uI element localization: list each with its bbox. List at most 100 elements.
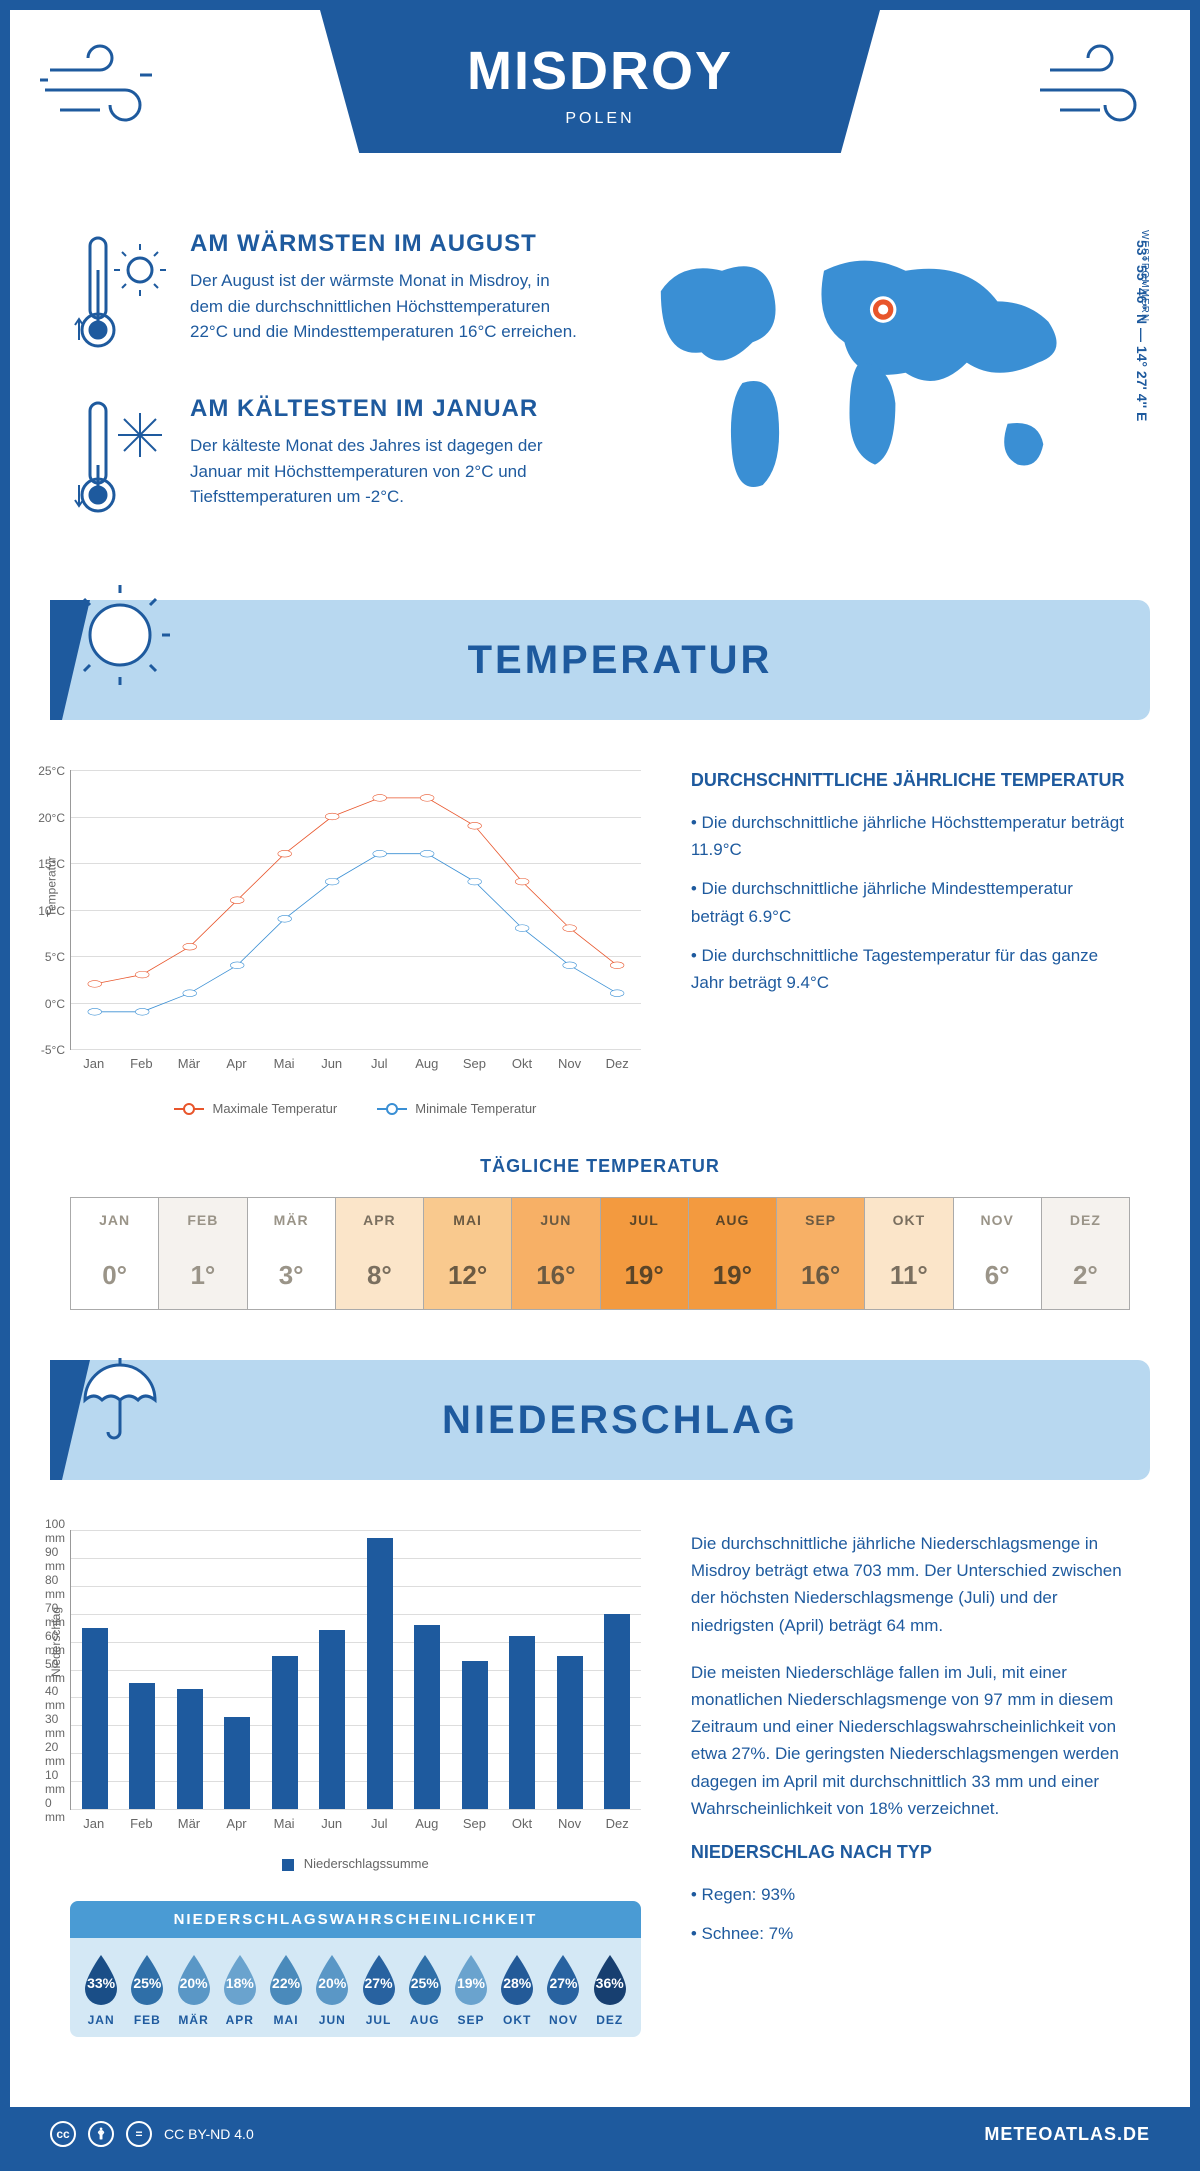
coords-label: 53° 55' 46'' N — 14° 27' 4'' E xyxy=(1134,240,1150,421)
x-tick-label: Feb xyxy=(118,1050,166,1071)
temp-table-cell: JUN16° xyxy=(512,1198,600,1309)
y-tick-label: 40 mm xyxy=(45,1684,71,1712)
x-tick-label: Okt xyxy=(498,1810,546,1831)
precip-bar xyxy=(462,1661,488,1809)
temp-table-cell: APR8° xyxy=(336,1198,424,1309)
coldest-title: AM KÄLTESTEN IM JANUAR xyxy=(190,395,580,423)
probability-cell: 18%APR xyxy=(217,1953,263,2027)
precip-bar xyxy=(319,1630,345,1809)
x-tick-label: Mai xyxy=(260,1810,308,1831)
page-title: MISDROY xyxy=(340,40,860,102)
precip-bar xyxy=(82,1628,108,1809)
page-subtitle: POLEN xyxy=(340,110,860,128)
x-tick-label: Jan xyxy=(70,1050,118,1071)
precip-chart-row: 0 mm10 mm20 mm30 mm40 mm50 mm60 mm70 mm8… xyxy=(10,1480,1190,2067)
precip-paragraph: Die meisten Niederschläge fallen im Juli… xyxy=(691,1659,1130,1822)
wind-icon-right xyxy=(1020,40,1160,140)
probability-cell: 25%FEB xyxy=(124,1953,170,2027)
probability-cell: 20%JUN xyxy=(309,1953,355,2027)
thermometer-hot-icon xyxy=(70,230,170,360)
temp-section-title: TEMPERATUR xyxy=(90,638,1150,683)
temp-table-cell: OKT11° xyxy=(865,1198,953,1309)
temp-bullet: • Die durchschnittliche jährliche Mindes… xyxy=(691,875,1130,929)
y-axis-title: Niederschlag xyxy=(49,1606,63,1676)
precip-bytype-item: • Schnee: 7% xyxy=(691,1920,1130,1947)
x-tick-label: Mär xyxy=(165,1810,213,1831)
x-tick-label: Sep xyxy=(451,1810,499,1831)
temp-table-cell: JAN0° xyxy=(71,1198,159,1309)
wind-icon-left xyxy=(40,40,180,140)
coldest-block: AM KÄLTESTEN IM JANUAR Der kälteste Mona… xyxy=(70,395,580,525)
x-tick-label: Mai xyxy=(260,1050,308,1071)
temp-section-banner: TEMPERATUR xyxy=(50,600,1150,720)
x-tick-label: Dez xyxy=(593,1810,641,1831)
y-tick-label: 30 mm xyxy=(45,1712,71,1740)
precip-bar xyxy=(224,1717,250,1809)
y-tick-label: 100 mm xyxy=(45,1517,71,1545)
x-tick-label: Dez xyxy=(593,1050,641,1071)
header: MISDROY POLEN xyxy=(10,10,1190,210)
precip-sidebar: Die durchschnittliche jährliche Niedersc… xyxy=(691,1530,1130,2037)
temp-table-cell: NOV6° xyxy=(954,1198,1042,1309)
probability-cell: 36%DEZ xyxy=(587,1953,633,2027)
probability-cell: 27%NOV xyxy=(540,1953,586,2027)
x-tick-label: Jan xyxy=(70,1810,118,1831)
temp-bullet: • Die durchschnittliche Tagestemperatur … xyxy=(691,942,1130,996)
x-tick-label: Nov xyxy=(546,1810,594,1831)
probability-cell: 33%JAN xyxy=(78,1953,124,2027)
temp-table-cell: DEZ2° xyxy=(1042,1198,1129,1309)
site-label: METEOATLAS.DE xyxy=(984,2124,1150,2145)
cc-icon: cc xyxy=(50,2121,76,2147)
temp-chart-row: -5°C0°C5°C10°C15°C20°C25°CTemperatur Jan… xyxy=(10,720,1190,1146)
temp-table-cell: SEP16° xyxy=(777,1198,865,1309)
x-tick-label: Jun xyxy=(308,1050,356,1071)
by-icon: 🛉 xyxy=(88,2121,114,2147)
temp-sidebar-title: DURCHSCHNITTLICHE JÄHRLICHE TEMPERATUR xyxy=(691,770,1130,791)
y-axis-title: Temperatur xyxy=(44,856,58,917)
y-tick-label: 0 mm xyxy=(45,1796,71,1824)
probability-section: NIEDERSCHLAGSWAHRSCHEINLICHKEIT 33%JAN25… xyxy=(70,1901,641,2037)
legend-item: Maximale Temperatur xyxy=(174,1101,337,1116)
precip-legend-label: Niederschlagssumme xyxy=(304,1856,429,1871)
y-tick-label: 90 mm xyxy=(45,1545,71,1573)
probability-title: NIEDERSCHLAGSWAHRSCHEINLICHKEIT xyxy=(70,1901,641,1938)
probability-cell: 19%SEP xyxy=(448,1953,494,2027)
x-tick-label: Apr xyxy=(213,1810,261,1831)
coldest-text: Der kälteste Monat des Jahres ist dagege… xyxy=(190,433,580,510)
probability-cell: 28%OKT xyxy=(494,1953,540,2027)
precip-bar xyxy=(557,1656,583,1809)
precip-bar xyxy=(129,1683,155,1809)
y-tick-label: 20°C xyxy=(38,811,71,825)
warmest-block: AM WÄRMSTEN IM AUGUST Der August ist der… xyxy=(70,230,580,360)
x-tick-label: Apr xyxy=(213,1050,261,1071)
precip-bar-chart: 0 mm10 mm20 mm30 mm40 mm50 mm60 mm70 mm8… xyxy=(70,1530,641,1871)
temp-line-chart: -5°C0°C5°C10°C15°C20°C25°CTemperatur Jan… xyxy=(70,770,641,1116)
page: MISDROY POLEN xyxy=(0,0,1200,2171)
x-tick-label: Feb xyxy=(118,1810,166,1831)
x-tick-label: Jul xyxy=(355,1810,403,1831)
precip-bar xyxy=(604,1614,630,1809)
precip-bytype-title: NIEDERSCHLAG NACH TYP xyxy=(691,1842,1130,1863)
x-tick-label: Mär xyxy=(165,1050,213,1071)
precip-bar xyxy=(272,1656,298,1809)
header-banner: MISDROY POLEN xyxy=(320,10,880,153)
x-tick-label: Jun xyxy=(308,1810,356,1831)
precip-bar xyxy=(509,1636,535,1809)
sun-icon xyxy=(70,585,170,685)
daily-temp-title: TÄGLICHE TEMPERATUR xyxy=(70,1156,1130,1177)
temp-table-cell: MÄR3° xyxy=(248,1198,336,1309)
precip-section-banner: NIEDERSCHLAG xyxy=(50,1360,1150,1480)
precip-bar xyxy=(367,1538,393,1809)
probability-cell: 25%AUG xyxy=(402,1953,448,2027)
temp-table-cell: MAI12° xyxy=(424,1198,512,1309)
x-tick-label: Sep xyxy=(451,1050,499,1071)
precip-bar xyxy=(414,1625,440,1809)
precip-section-title: NIEDERSCHLAG xyxy=(90,1398,1150,1443)
info-row: AM WÄRMSTEN IM AUGUST Der August ist der… xyxy=(10,210,1190,600)
footer: cc 🛉 = CC BY-ND 4.0 METEOATLAS.DE xyxy=(10,2107,1190,2161)
precip-paragraph: Die durchschnittliche jährliche Niedersc… xyxy=(691,1530,1130,1639)
temp-table-cell: FEB1° xyxy=(159,1198,247,1309)
y-tick-label: 25°C xyxy=(38,764,71,778)
probability-cell: 27%JUL xyxy=(355,1953,401,2027)
x-tick-label: Aug xyxy=(403,1050,451,1071)
